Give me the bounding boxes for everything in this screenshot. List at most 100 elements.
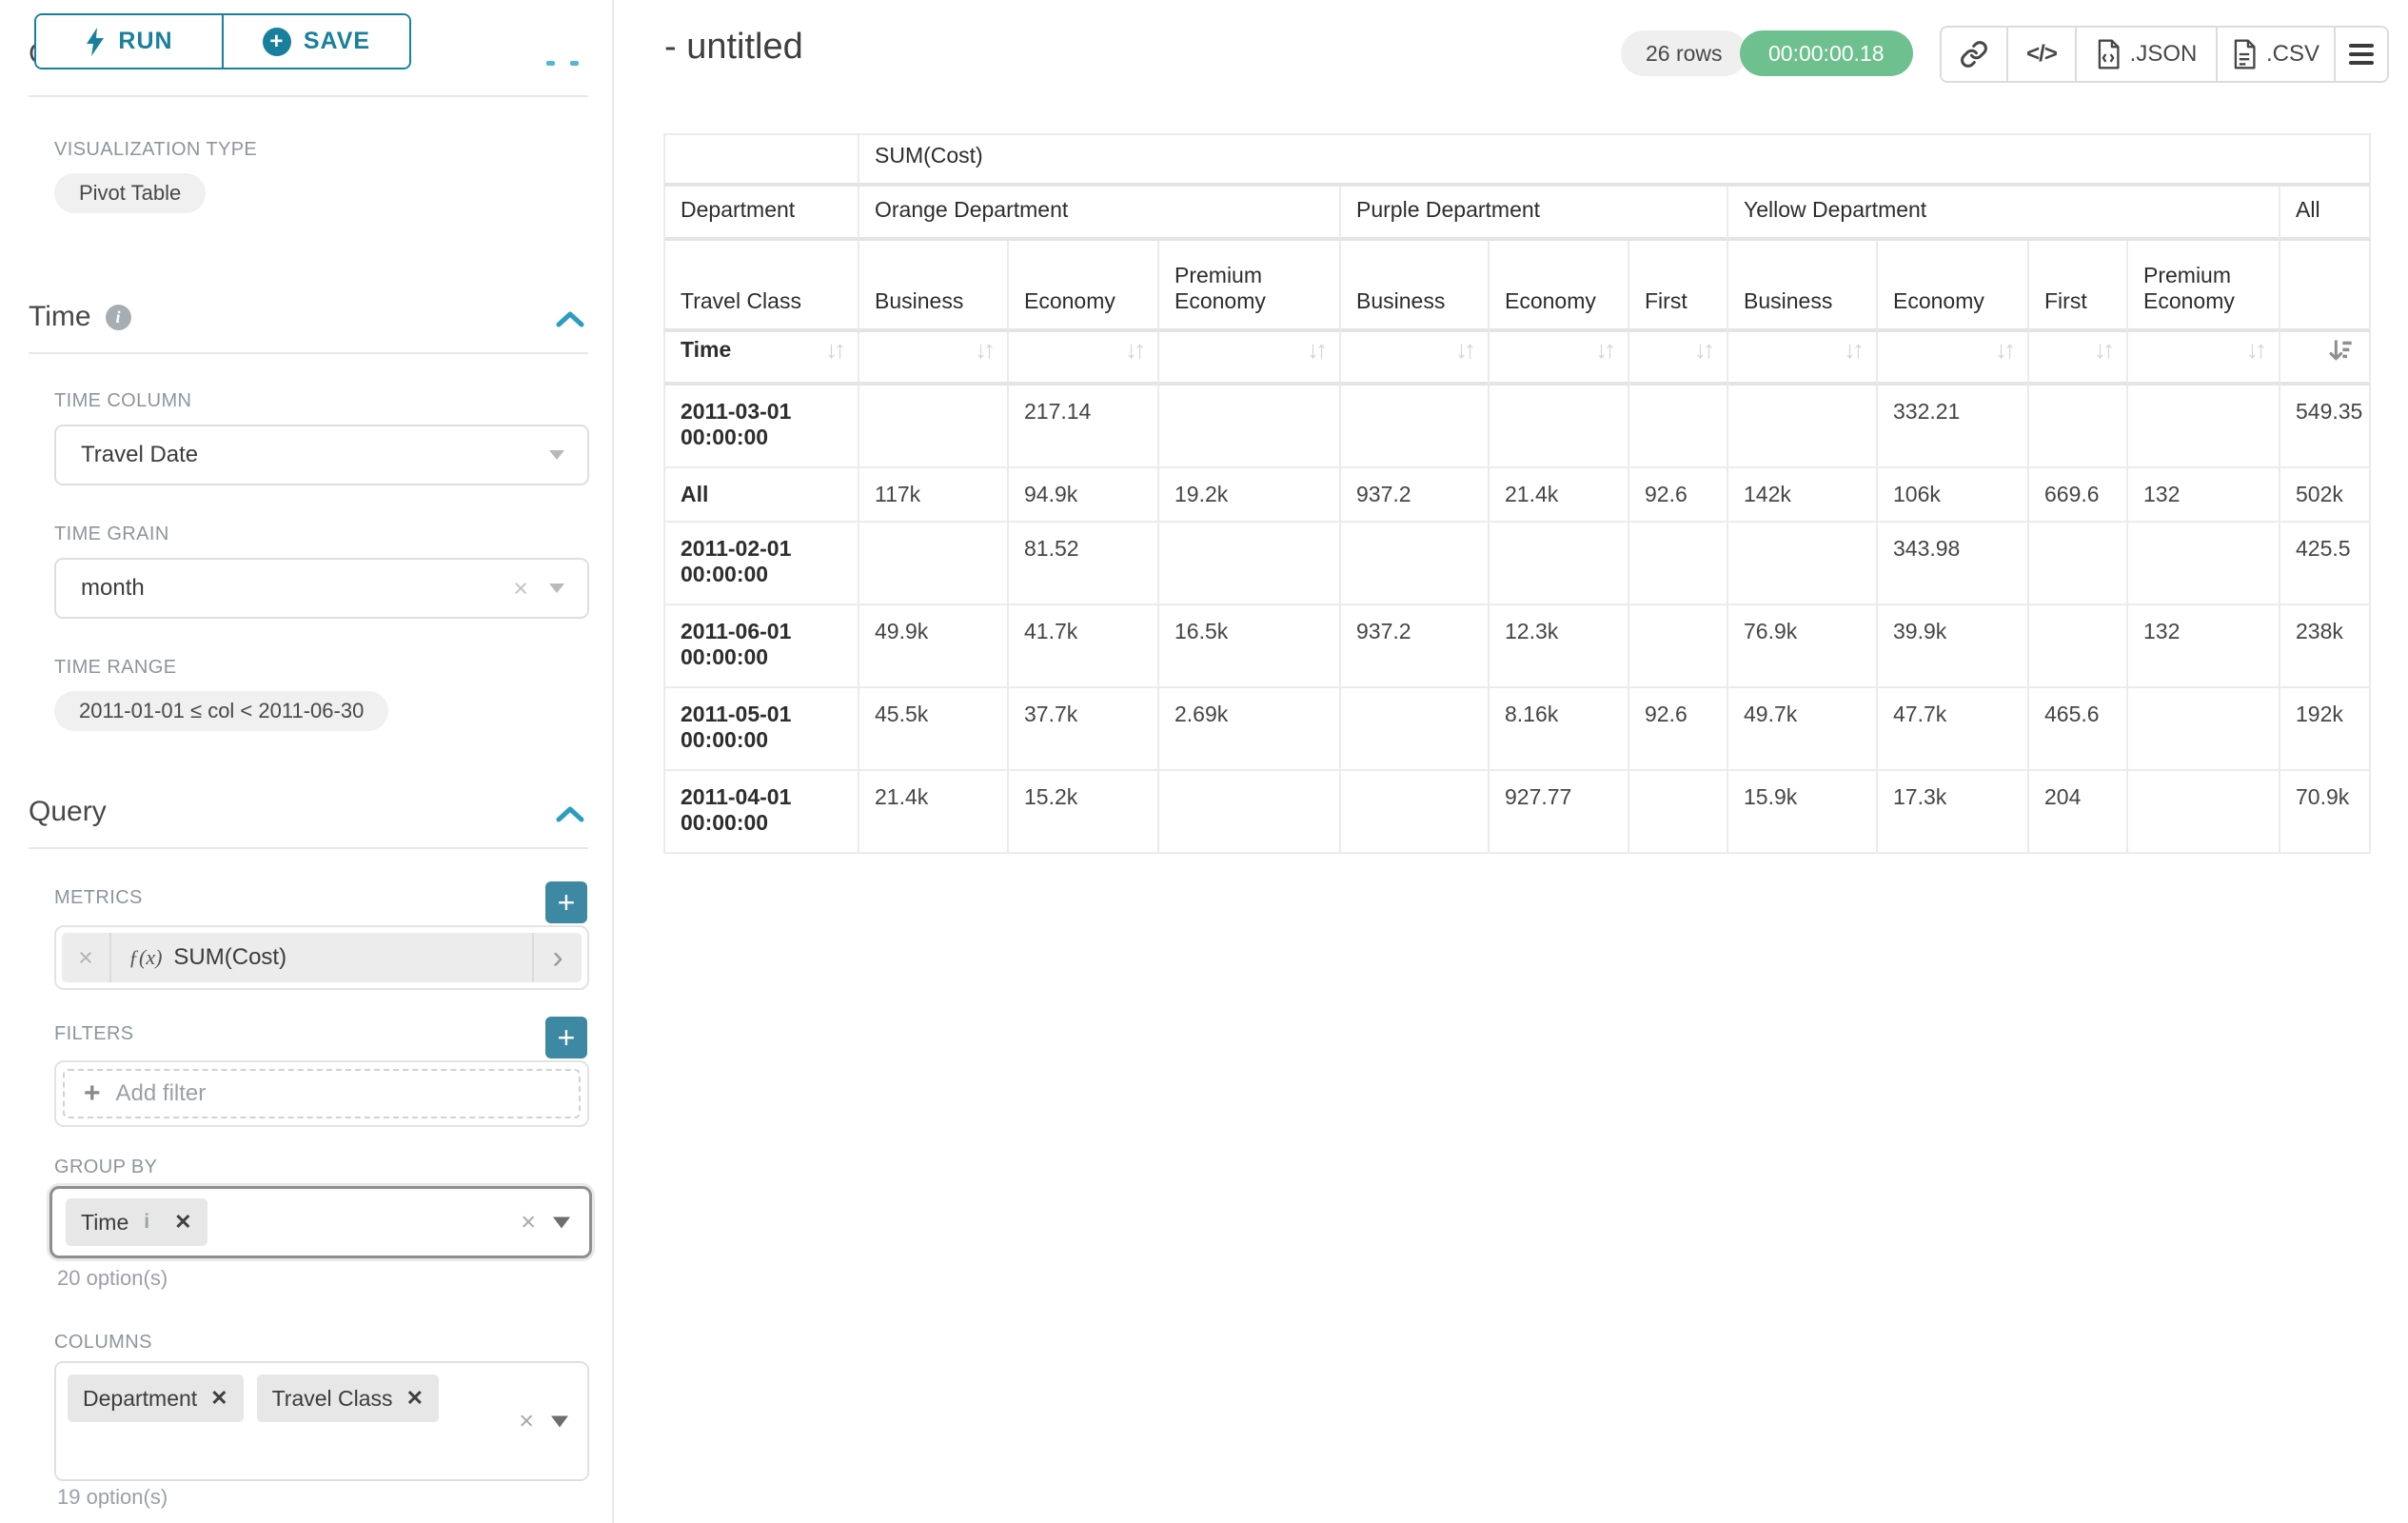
sort-icon[interactable]: ↓↑ xyxy=(2094,335,2115,364)
chart-panel: - untitled 26 rows 00:00:00.18 </> .JSON xyxy=(614,0,2408,1523)
sort-icon[interactable]: ↓↑ xyxy=(1995,335,2016,364)
table-cell: 343.98 xyxy=(1878,523,2029,605)
sort-descending-icon[interactable] xyxy=(2327,337,2354,364)
time-collapse-chevron-icon[interactable] xyxy=(555,310,587,329)
export-json-button[interactable]: .JSON xyxy=(2075,28,2216,81)
table-row: 2011-05-01 00:00:00 45.5k 37.7k 2.69k 8.… xyxy=(663,688,2372,771)
remove-tag-icon[interactable]: ✕ xyxy=(210,1386,228,1410)
time-range-pill[interactable]: 2011-01-01 ≤ col < 2011-06-30 xyxy=(54,691,389,731)
link-icon xyxy=(1961,41,1987,68)
sort-icon[interactable]: ↓↑ xyxy=(1694,335,1715,364)
sort-icon[interactable]: ↓↑ xyxy=(1455,335,1476,364)
visualization-type-pill[interactable]: Pivot Table xyxy=(54,173,207,213)
add-filter-plus-button[interactable]: + xyxy=(545,1017,587,1058)
more-options-button[interactable] xyxy=(2334,28,2387,81)
code-icon: </> xyxy=(2026,41,2058,67)
sort-icon[interactable]: ↓↑ xyxy=(825,335,846,364)
group-by-select[interactable]: Time i ✕ × xyxy=(49,1186,592,1258)
table-cell xyxy=(1490,386,1629,468)
column-header: Premium Economy xyxy=(1159,241,1341,332)
query-collapse-chevron-icon[interactable] xyxy=(555,805,587,824)
sort-icon[interactable]: ↓↑ xyxy=(1125,335,1146,364)
chart-title[interactable]: - untitled xyxy=(664,27,803,67)
chevron-down-icon[interactable] xyxy=(553,1216,570,1228)
row-header-time: 2011-02-01 00:00:00 xyxy=(663,523,859,605)
table-cell xyxy=(1341,688,1490,771)
table-cell: 332.21 xyxy=(1878,386,2029,468)
table-cell: 19.2k xyxy=(1159,468,1341,523)
sort-icon[interactable]: ↓↑ xyxy=(975,335,996,364)
column-header: Economy xyxy=(1878,241,2029,332)
run-button[interactable]: RUN xyxy=(36,15,224,68)
row-header-time: 2011-04-01 00:00:00 xyxy=(663,771,859,854)
time-section-header[interactable]: Time i xyxy=(29,301,131,333)
sort-icon[interactable]: ↓↑ xyxy=(1307,335,1328,364)
chart-type-collapse-chevron-icon[interactable] xyxy=(546,61,579,66)
clear-icon[interactable]: × xyxy=(521,1207,536,1236)
chevron-right-icon[interactable]: › xyxy=(532,933,582,982)
export-button-group: </> .JSON .CSV xyxy=(1940,26,2389,83)
table-cell xyxy=(1159,386,1341,468)
add-filter-button[interactable]: + Add filter xyxy=(63,1069,581,1118)
csv-file-icon xyxy=(2234,39,2256,69)
table-cell: 549.35 xyxy=(2280,386,2372,468)
filters-label: FILTERS xyxy=(54,1023,134,1044)
table-cell xyxy=(2029,386,2128,468)
add-metric-button[interactable]: + xyxy=(545,881,587,923)
time-column-select[interactable]: Travel Date xyxy=(54,425,589,485)
add-filter-label: Add filter xyxy=(115,1080,207,1106)
sort-icon[interactable]: ↓↑ xyxy=(1844,335,1865,364)
visualization-type-label: VISUALIZATION TYPE xyxy=(54,139,258,160)
chevron-down-icon[interactable] xyxy=(551,1415,568,1427)
query-timer-badge: 00:00:00.18 xyxy=(1740,30,1913,76)
time-grain-value: month xyxy=(81,575,145,601)
column-group-header: Orange Department xyxy=(859,187,1341,241)
table-cell xyxy=(1159,771,1341,854)
time-grain-select[interactable]: month × xyxy=(54,558,589,619)
tag-label: Time xyxy=(81,1209,129,1235)
table-cell: 425.5 xyxy=(2280,523,2372,605)
table-cell: 132 xyxy=(2128,468,2280,523)
travel-class-axis-label: Travel Class xyxy=(663,241,859,332)
columns-tag: Travel Class ✕ xyxy=(256,1375,439,1422)
group-by-options-count: 20 option(s) xyxy=(57,1266,168,1290)
remove-tag-icon[interactable]: ✕ xyxy=(174,1210,192,1234)
share-link-button[interactable] xyxy=(1942,28,2006,81)
clear-icon[interactable]: × xyxy=(513,573,528,603)
table-cell: 238k xyxy=(2280,605,2372,688)
tag-info-icon: i xyxy=(144,1211,150,1233)
clear-icon[interactable]: × xyxy=(519,1406,534,1435)
export-csv-button[interactable]: .CSV xyxy=(2216,28,2334,81)
table-cell: 37.7k xyxy=(1009,688,1159,771)
query-section-title: Query xyxy=(29,796,107,827)
table-cell: 47.7k xyxy=(1878,688,2029,771)
time-column-label: TIME COLUMN xyxy=(54,390,192,411)
sort-icon[interactable]: ↓↑ xyxy=(1595,335,1616,364)
sort-icon[interactable]: ↓↑ xyxy=(2246,335,2267,364)
table-cell: 49.9k xyxy=(859,605,1009,688)
remove-tag-icon[interactable]: ✕ xyxy=(405,1386,424,1410)
table-cell: 15.2k xyxy=(1009,771,1159,854)
row-header-time: All xyxy=(663,468,859,523)
remove-metric-icon[interactable]: × xyxy=(62,933,111,982)
table-cell: 669.6 xyxy=(2029,468,2128,523)
save-button[interactable]: + SAVE xyxy=(224,15,409,68)
column-group-header: All xyxy=(2280,187,2372,241)
query-section-header[interactable]: Query xyxy=(29,796,107,828)
columns-select[interactable]: Department ✕ Travel Class ✕ × xyxy=(54,1361,589,1481)
column-header: Premium Economy xyxy=(2128,241,2280,332)
run-button-label: RUN xyxy=(118,28,173,54)
department-axis-label: Department xyxy=(663,187,859,241)
plus-icon: + xyxy=(84,1078,101,1109)
table-cell: 2.69k xyxy=(1159,688,1341,771)
table-cell: 16.5k xyxy=(1159,605,1341,688)
divider xyxy=(29,847,588,849)
table-cell: 15.9k xyxy=(1728,771,1878,854)
view-query-button[interactable]: </> xyxy=(2006,28,2075,81)
table-cell: 192k xyxy=(2280,688,2372,771)
chevron-down-icon xyxy=(549,450,564,460)
column-header: Business xyxy=(859,241,1009,332)
metric-item[interactable]: × ƒ(x) SUM(Cost) › xyxy=(62,933,582,982)
table-cell: 17.3k xyxy=(1878,771,2029,854)
